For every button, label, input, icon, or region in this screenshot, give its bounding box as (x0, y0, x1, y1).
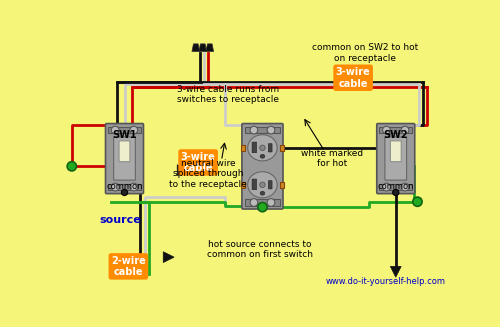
Circle shape (267, 198, 275, 206)
Circle shape (250, 126, 258, 134)
Circle shape (413, 197, 422, 206)
Circle shape (112, 183, 119, 191)
Circle shape (258, 202, 267, 212)
Text: 3-wire
cable: 3-wire cable (336, 67, 370, 89)
Circle shape (401, 183, 409, 191)
Text: 3-wire cable runs from
switches to receptacle: 3-wire cable runs from switches to recep… (177, 85, 280, 104)
Bar (241, 182, 246, 188)
FancyBboxPatch shape (119, 141, 130, 162)
FancyBboxPatch shape (390, 141, 401, 162)
FancyBboxPatch shape (252, 179, 256, 190)
FancyBboxPatch shape (242, 124, 283, 209)
Text: neutral wire
spliced through
to the receptacle: neutral wire spliced through to the rece… (170, 159, 247, 189)
Bar (380, 184, 412, 190)
Circle shape (401, 126, 409, 134)
Polygon shape (199, 44, 206, 52)
Ellipse shape (260, 154, 265, 158)
Circle shape (382, 126, 390, 134)
Ellipse shape (260, 191, 265, 195)
Circle shape (267, 126, 275, 134)
Text: www.do-it-yourself-help.com: www.do-it-yourself-help.com (326, 277, 446, 286)
FancyBboxPatch shape (252, 142, 256, 153)
Circle shape (392, 189, 399, 196)
FancyBboxPatch shape (268, 181, 272, 189)
Bar (108, 127, 141, 133)
Text: common: common (378, 182, 414, 191)
Polygon shape (390, 267, 401, 277)
Bar (380, 127, 412, 133)
Circle shape (122, 189, 128, 196)
Circle shape (130, 126, 138, 134)
Bar (280, 145, 284, 151)
Ellipse shape (260, 145, 265, 150)
FancyBboxPatch shape (385, 137, 406, 180)
Circle shape (250, 198, 258, 206)
Text: 2-wire
cable: 2-wire cable (111, 256, 146, 277)
Ellipse shape (260, 182, 265, 187)
Circle shape (112, 126, 119, 134)
Polygon shape (206, 44, 214, 52)
Polygon shape (163, 252, 174, 263)
Polygon shape (192, 44, 200, 52)
Polygon shape (177, 165, 188, 176)
Text: SW1: SW1 (112, 130, 137, 140)
Bar (108, 184, 141, 190)
Bar (241, 145, 246, 151)
Text: SW2: SW2 (384, 130, 408, 140)
FancyBboxPatch shape (106, 124, 144, 194)
Circle shape (130, 183, 138, 191)
FancyBboxPatch shape (377, 124, 414, 194)
Text: hot source connects to
common on first switch: hot source connects to common on first s… (207, 240, 313, 259)
Bar (246, 127, 280, 133)
Text: common: common (106, 182, 143, 191)
Bar (246, 199, 280, 206)
Ellipse shape (248, 135, 277, 161)
Circle shape (67, 162, 76, 171)
Text: white marked
for hot: white marked for hot (301, 149, 364, 168)
Text: 3-wire
cable: 3-wire cable (181, 152, 216, 173)
FancyBboxPatch shape (114, 137, 136, 180)
FancyBboxPatch shape (268, 144, 272, 152)
Text: source: source (100, 215, 141, 225)
Bar (280, 182, 284, 188)
Circle shape (382, 183, 390, 191)
Ellipse shape (248, 172, 277, 198)
Text: common on SW2 to hot
on receptacle: common on SW2 to hot on receptacle (312, 43, 418, 63)
